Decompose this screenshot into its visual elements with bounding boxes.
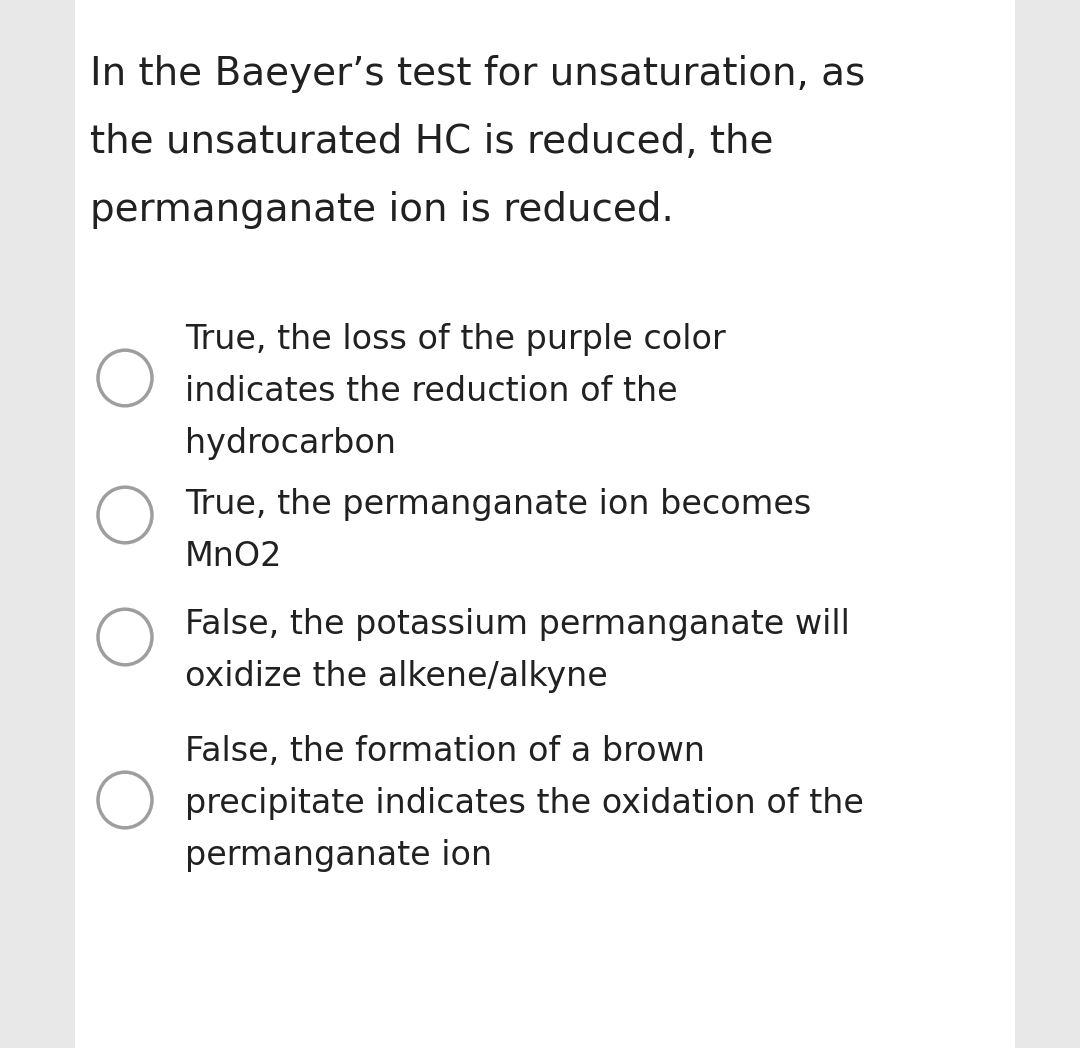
Text: hydrocarbon: hydrocarbon	[185, 427, 396, 460]
Text: permanganate ion is reduced.: permanganate ion is reduced.	[90, 191, 674, 230]
Text: False, the potassium permanganate will: False, the potassium permanganate will	[185, 608, 850, 641]
Bar	[75, 0, 1015, 1048]
Text: oxidize the alkene/alkyne: oxidize the alkene/alkyne	[185, 660, 608, 693]
Text: True, the permanganate ion becomes: True, the permanganate ion becomes	[185, 488, 811, 521]
Text: precipitate indicates the oxidation of the: precipitate indicates the oxidation of t…	[185, 787, 864, 820]
Text: False, the formation of a brown: False, the formation of a brown	[185, 735, 705, 768]
Text: MnO2: MnO2	[185, 540, 283, 573]
Text: indicates the reduction of the: indicates the reduction of the	[185, 375, 677, 408]
Text: permanganate ion: permanganate ion	[185, 839, 492, 872]
Text: True, the loss of the purple color: True, the loss of the purple color	[185, 323, 726, 356]
Text: In the Baeyer’s test for unsaturation, as: In the Baeyer’s test for unsaturation, a…	[90, 54, 865, 93]
Text: the unsaturated HC is reduced, the: the unsaturated HC is reduced, the	[90, 123, 773, 161]
